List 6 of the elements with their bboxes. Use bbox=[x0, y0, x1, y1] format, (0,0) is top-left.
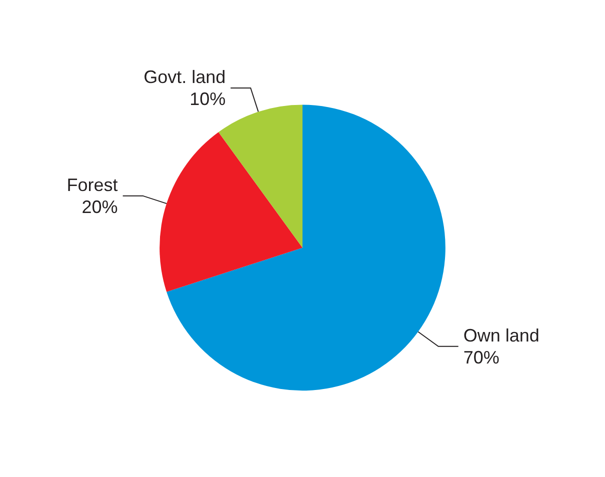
slice-label: Govt. land bbox=[144, 67, 226, 88]
slice-label: Own land bbox=[463, 325, 540, 346]
data-label: 10% bbox=[190, 89, 226, 110]
slice-label: Forest bbox=[66, 174, 118, 195]
data-label: 20% bbox=[82, 196, 118, 217]
data-label: 70% bbox=[463, 347, 500, 368]
